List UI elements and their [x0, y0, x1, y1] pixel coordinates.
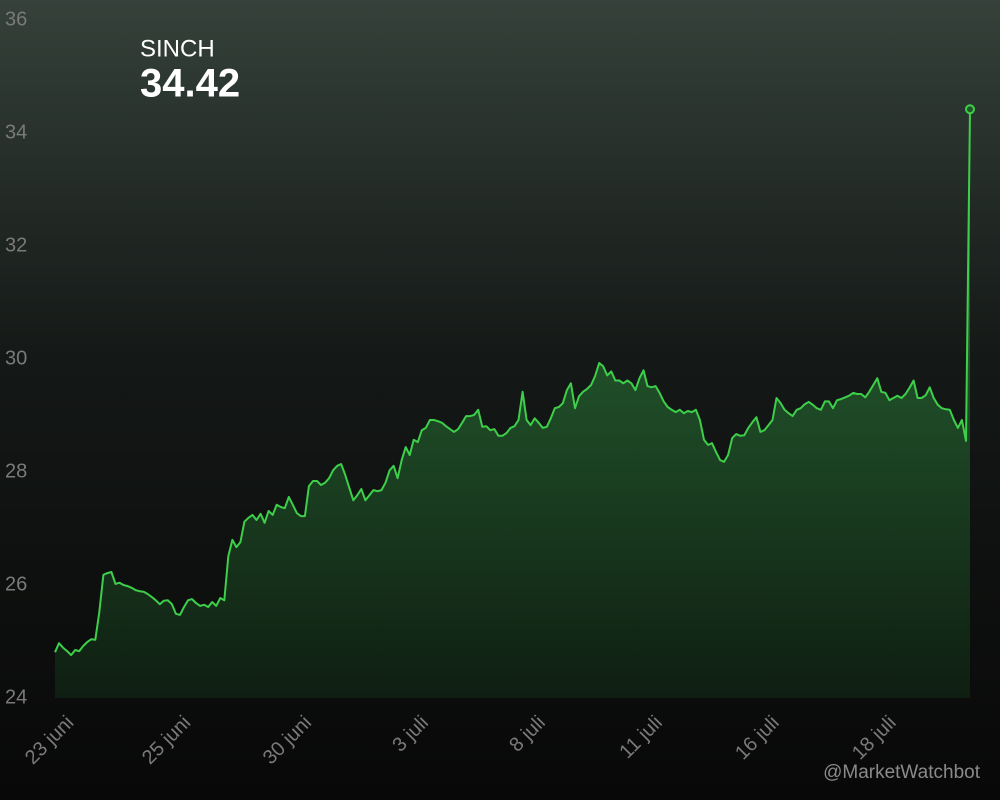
- watermark: @MarketWatchbot: [823, 762, 981, 783]
- last-price: 34.42: [140, 62, 240, 106]
- y-tick-label: 36: [5, 8, 27, 30]
- y-tick-label: 28: [5, 460, 27, 482]
- last-point: [965, 104, 975, 115]
- y-tick-label: 30: [5, 347, 27, 369]
- y-tick-label: 34: [5, 121, 27, 143]
- chart-title: SINCH: [140, 35, 215, 62]
- price-line: [54, 109, 971, 657]
- y-tick-label: 26: [5, 573, 27, 595]
- area-fill: [55, 109, 970, 699]
- y-tick-label: 32: [5, 234, 27, 256]
- y-tick-label: 24: [5, 686, 27, 708]
